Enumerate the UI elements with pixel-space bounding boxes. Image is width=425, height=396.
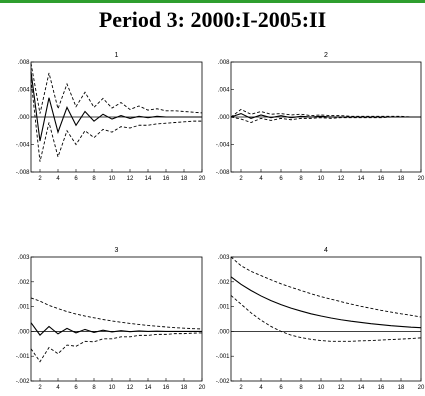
x-tick-label: 8 — [92, 176, 96, 182]
y-tick-label: -.002 — [16, 379, 30, 385]
upper-band-line — [230, 256, 422, 318]
lower-band-line — [230, 295, 422, 342]
x-tick-label: 20 — [199, 176, 206, 182]
x-tick-label: 10 — [318, 385, 325, 391]
x-tick-label: 16 — [378, 385, 385, 391]
x-tick-label: 8 — [299, 385, 303, 391]
x-tick-label: 2 — [239, 176, 243, 182]
y-tick-label: .000 — [18, 329, 30, 335]
panel-4: 4 -.002 -.001 .000 .001 .002 .003 2 4 6 8 10 12 14 16 1… — [216, 247, 425, 391]
x-tick-label: 16 — [163, 385, 170, 391]
y-tick-label: -.001 — [16, 354, 30, 360]
lower-band-line — [230, 116, 421, 123]
x-tick-label: 8 — [92, 385, 96, 391]
page-title: Period 3: 2000:I-2005:II — [98, 7, 327, 32]
y-tick-label: .004 — [218, 88, 230, 94]
x-tick-label: 10 — [109, 176, 116, 182]
panel-title: 2 — [324, 52, 328, 59]
plot-frame — [230, 256, 422, 382]
panel-3: 3 -.002 -.001 .000 .001 .002 .003 2 4 6 8 10 12 14 16 1… — [16, 247, 206, 391]
y-tick-label: .003 — [18, 255, 30, 261]
y-tick-label: .001 — [218, 305, 230, 311]
x-tick-label: 4 — [56, 385, 60, 391]
response-line — [30, 71, 202, 142]
x-tick-label: 18 — [398, 385, 405, 391]
x-tick-label: 4 — [56, 176, 60, 182]
x-tick-label: 20 — [199, 385, 206, 391]
y-tick-label: .002 — [218, 280, 230, 286]
panel-2: 2 -.008 -.004 .000 .004 .008 2 4 6 8 10 12 14 16 18 20 — [216, 52, 425, 182]
y-tick-label: -.004 — [16, 143, 30, 149]
x-tick-label: 10 — [109, 385, 116, 391]
x-tick-label: 4 — [259, 385, 263, 391]
upper-band-line — [230, 108, 421, 118]
panel-title: 1 — [115, 52, 119, 59]
x-tick-label: 18 — [398, 176, 405, 182]
upper-band-line — [30, 297, 203, 330]
x-tick-label: 6 — [74, 385, 78, 391]
x-tick-label: 8 — [299, 176, 303, 182]
header-rule — [0, 0, 425, 3]
upper-band-line — [30, 63, 203, 114]
x-tick-label: 20 — [418, 385, 425, 391]
y-tick-label: .000 — [218, 329, 230, 335]
x-tick-label: 10 — [318, 176, 325, 182]
x-tick-label: 14 — [145, 385, 152, 391]
response-line — [30, 322, 202, 336]
y-tick-label: -.008 — [216, 170, 230, 176]
x-tick-label: 2 — [239, 385, 243, 391]
x-tick-label: 4 — [259, 176, 263, 182]
y-tick-label: .002 — [18, 280, 30, 286]
x-tick-label: 14 — [358, 176, 365, 182]
y-tick-label: .008 — [218, 60, 230, 66]
x-tick-label: 6 — [279, 385, 283, 391]
y-tick-label: .004 — [18, 88, 30, 94]
x-tick-label: 12 — [127, 176, 134, 182]
y-tick-label: -.004 — [216, 143, 230, 149]
panel-title: 3 — [115, 247, 119, 254]
plot-frame — [30, 256, 203, 382]
x-tick-label: 16 — [378, 176, 385, 182]
y-tick-label: .003 — [218, 255, 230, 261]
y-tick-label: -.008 — [16, 170, 30, 176]
y-tick-label: .000 — [218, 115, 230, 121]
response-line — [230, 276, 422, 329]
lower-band-line — [30, 79, 202, 162]
x-tick-label: 6 — [279, 176, 283, 182]
x-tick-label: 18 — [181, 385, 188, 391]
x-tick-label: 14 — [145, 176, 152, 182]
y-tick-label: .008 — [18, 60, 30, 66]
x-tick-label: 2 — [38, 176, 42, 182]
x-tick-label: 12 — [338, 385, 345, 391]
x-tick-label: 6 — [74, 176, 78, 182]
x-tick-label: 12 — [127, 385, 134, 391]
panel-1: 1 -.008 -.004 .000 .004 .008 2 4 6 8 10 12 14 16 18 20 — [16, 52, 206, 182]
lower-band-line — [30, 332, 203, 363]
panel-title: 4 — [324, 247, 328, 254]
y-tick-label: .000 — [18, 115, 30, 121]
x-tick-label: 14 — [358, 385, 365, 391]
x-tick-label: 20 — [418, 176, 425, 182]
x-tick-label: 2 — [38, 385, 42, 391]
y-tick-label: -.001 — [216, 354, 230, 360]
x-tick-label: 12 — [338, 176, 345, 182]
y-tick-label: .001 — [18, 305, 30, 311]
y-tick-label: -.002 — [216, 379, 230, 385]
x-tick-label: 18 — [181, 176, 188, 182]
x-tick-label: 16 — [163, 176, 170, 182]
